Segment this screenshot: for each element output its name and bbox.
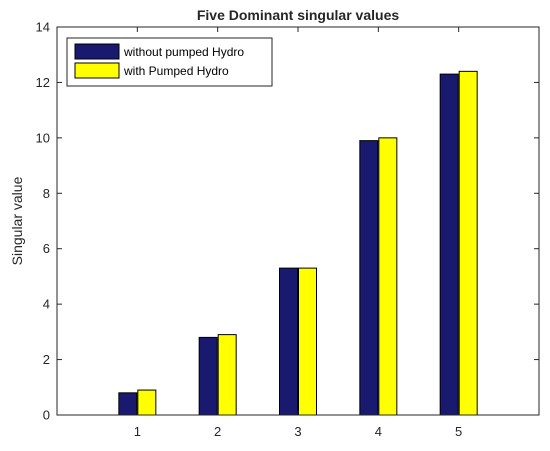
bar-series2-cat5: [458, 70, 478, 416]
y-tick-label: 6: [43, 241, 50, 256]
y-tick-label: 0: [43, 408, 50, 423]
legend-label-1: without pumped Hydro: [123, 45, 244, 59]
y-tick-label: 2: [43, 352, 50, 367]
legend: without pumped Hydro with Pumped Hydro: [66, 37, 273, 87]
y-tick-label: 12: [36, 75, 50, 90]
y-tick-label: 8: [43, 186, 50, 201]
y-tick-label: 14: [36, 20, 50, 35]
y-tick-label: 10: [36, 130, 50, 145]
bar-series1-cat5: [439, 73, 459, 416]
bar-series1-cat2: [198, 336, 218, 416]
bar-series2-cat2: [217, 334, 237, 416]
x-tick-label: 5: [455, 424, 462, 439]
legend-label-2: with Pumped Hydro: [123, 64, 229, 78]
bars-layer: [118, 70, 478, 416]
chart-title: Five Dominant singular values: [197, 7, 399, 23]
legend-swatch-2: [74, 62, 120, 79]
bar-series1-cat1: [118, 392, 138, 416]
bar-series1-cat3: [279, 267, 298, 416]
x-tick-label: 1: [134, 424, 141, 439]
y-axis-label: Singular value: [9, 176, 25, 265]
bar-series2-cat1: [137, 389, 157, 416]
x-tick-label: 2: [214, 424, 221, 439]
x-tick-label: 3: [294, 424, 301, 439]
bar-series2-cat3: [298, 267, 317, 416]
bar-series1-cat4: [359, 140, 379, 416]
y-tick-label: 4: [43, 297, 50, 312]
legend-swatch-1: [74, 43, 120, 60]
x-tick-label: 4: [375, 424, 382, 439]
bar-series2-cat4: [378, 137, 398, 416]
